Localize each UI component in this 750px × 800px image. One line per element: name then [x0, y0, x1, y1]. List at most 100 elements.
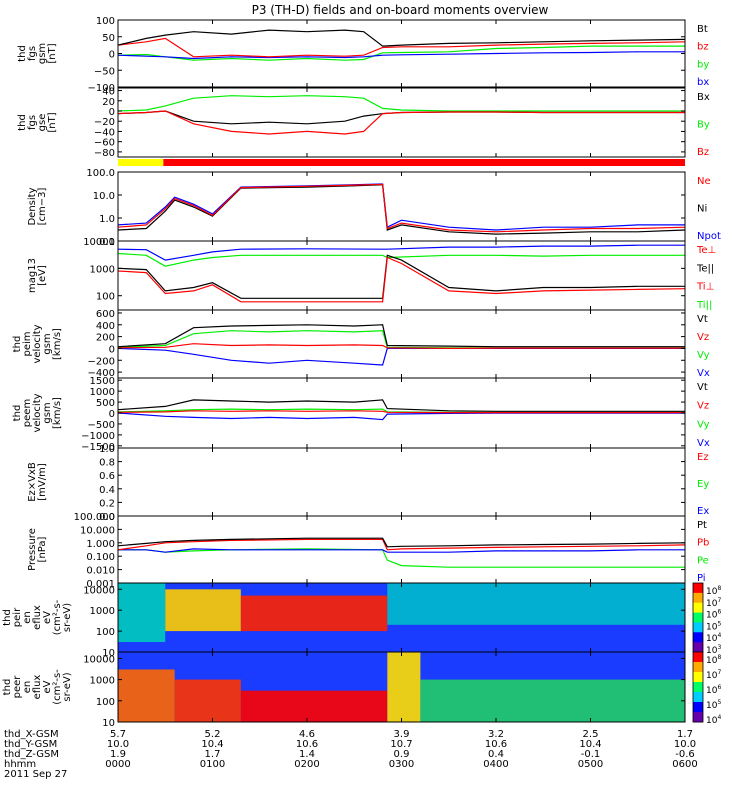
y-tick-label: 10000	[83, 585, 115, 596]
mode-bar	[118, 159, 686, 166]
heatmap-segment-0	[118, 669, 175, 722]
y-axis-label-line: sr-eV)	[62, 672, 73, 701]
y-axis-label-line: velocity	[32, 393, 43, 432]
y-axis-label: thdpeerenefluxeV(cm²-s-sr-eV)	[2, 669, 73, 705]
colorbar-step	[693, 672, 703, 683]
heatmap-segment-1	[165, 589, 241, 632]
series-line-Vz	[117, 410, 685, 414]
y-tick-label: 0	[109, 107, 115, 118]
y-axis-label-line: [cm−3]	[37, 188, 48, 226]
y-tick-label: 0.4	[99, 485, 115, 496]
y-axis-label-line: [km/s]	[52, 328, 63, 360]
series-line-Vt	[117, 399, 685, 412]
mode-bar-segment-0	[118, 159, 164, 166]
y-tick-label: 0	[109, 344, 115, 355]
colorbar-exponent: 8	[717, 654, 721, 661]
y-tick-label: −1000	[81, 431, 115, 442]
series-line-By	[117, 95, 685, 112]
y-tick-label: 100.000	[74, 512, 115, 523]
y-tick-label: 200	[96, 333, 115, 344]
legend-entry: by	[697, 59, 709, 70]
y-axis-label-line: gsm	[42, 402, 53, 423]
y-axis-label-line: Ez×VxB	[27, 462, 38, 502]
series-line-Pe	[118, 548, 685, 568]
orbit-value: 0300	[389, 759, 414, 770]
y-tick-label: 1.000	[86, 539, 115, 550]
legend-entry: By	[697, 120, 710, 131]
y-tick-label: 1500	[90, 376, 115, 387]
legend-entry: Vy	[697, 419, 710, 430]
y-axis-label-line: thd	[17, 45, 28, 62]
heatmap-segment-0	[118, 583, 166, 643]
legend-entry: Vz	[697, 401, 709, 412]
y-axis-label-line: eflux	[32, 675, 43, 700]
y-tick-label: 10.0	[93, 191, 115, 202]
legend-entry: Ex	[697, 506, 709, 517]
y-axis-label-line: thd	[17, 114, 28, 131]
orbit-value: 10.4	[579, 739, 601, 750]
heatmap-segment-1	[174, 679, 241, 722]
series-line-Vz	[117, 343, 685, 350]
y-axis-label-line: fgs	[27, 46, 38, 61]
orbit-value: 3.9	[394, 729, 410, 740]
orbit-value: 0.9	[394, 749, 410, 760]
mode-bar-segment-1	[163, 159, 686, 166]
heatmap-segment-2	[240, 690, 388, 722]
orbit-value: 2.5	[583, 729, 599, 740]
colorbar-step	[693, 712, 703, 723]
y-axis-label: Density[cm−3]	[27, 187, 48, 225]
y-axis-label: thdfgsgse[nT]	[17, 112, 58, 132]
y-tick-label: 10	[102, 648, 115, 659]
y-tick-label: −400	[88, 368, 115, 379]
y-axis-label-line: Density	[27, 187, 38, 225]
colorbar-step	[693, 642, 703, 653]
y-axis-label-line: peir	[12, 607, 23, 627]
legend-entry: Ti⊥	[696, 282, 714, 293]
legend-entry: Bx	[697, 92, 710, 103]
orbit-row-label: thd_Y-GSM	[4, 739, 57, 750]
colorbar-step	[693, 622, 703, 633]
series-line-Bt	[117, 29, 686, 47]
y-axis-label-line: eV	[42, 611, 53, 624]
orbit-value: 0.4	[488, 749, 504, 760]
y-tick-label: 10.000	[80, 525, 115, 536]
heatmap-segment-4	[420, 679, 685, 722]
y-axis-label-line: [eV]	[37, 265, 48, 286]
panels-group: Btbzbybx100500−50−100thdfgsgsm[nT]BxByBz…	[2, 16, 721, 729]
legend-entry: bx	[697, 77, 709, 88]
legend-entry: Ni	[697, 204, 707, 215]
heatmap-segment-2	[240, 595, 388, 632]
y-tick-label: 100.0	[86, 168, 115, 179]
y-tick-label: −20	[94, 117, 115, 128]
orbit-value: 3.2	[488, 729, 504, 740]
y-axis-label-line: velocity	[32, 324, 43, 363]
y-axis-label: Ez×VxB[mV/m]	[27, 462, 48, 502]
colorbar-exponent: 6	[717, 609, 721, 616]
orbit-value: 1.9	[110, 749, 126, 760]
heatmap-segment-3	[387, 583, 685, 625]
y-tick-label: 10	[102, 718, 115, 729]
y-axis-label: thdpeimvelocitygsm[km/s]	[12, 324, 63, 363]
y-axis-label-line: thd	[2, 609, 13, 626]
legend-entry: Pi	[697, 573, 706, 584]
y-tick-label: −50	[94, 66, 115, 77]
legend-entry: Vx	[697, 368, 710, 379]
y-axis-label-line: (cm²-s-	[52, 669, 63, 705]
legend-entry: Vt	[697, 382, 708, 393]
y-tick-label: 500	[96, 398, 115, 409]
y-tick-label: 400	[96, 321, 115, 332]
colorbar-exponent: 4	[717, 632, 721, 639]
y-axis-label-line: eflux	[32, 605, 43, 630]
orbit-value: 10.0	[107, 739, 129, 750]
y-tick-label: 1000	[90, 264, 115, 275]
orbit-value: 1.7	[205, 749, 221, 760]
y-axis-label-line: [nPa]	[37, 536, 48, 562]
orbit-value: 5.2	[205, 729, 221, 740]
legend-entry: Npot	[697, 231, 721, 242]
legend-entry: Ez	[697, 452, 709, 463]
legend-entry: Vt	[697, 314, 708, 325]
y-tick-label: 0	[109, 50, 115, 61]
orbit-row-label: thd_Z-GSM	[4, 749, 59, 760]
y-tick-label: 0.0	[99, 512, 115, 523]
y-tick-label: 100	[96, 16, 115, 27]
